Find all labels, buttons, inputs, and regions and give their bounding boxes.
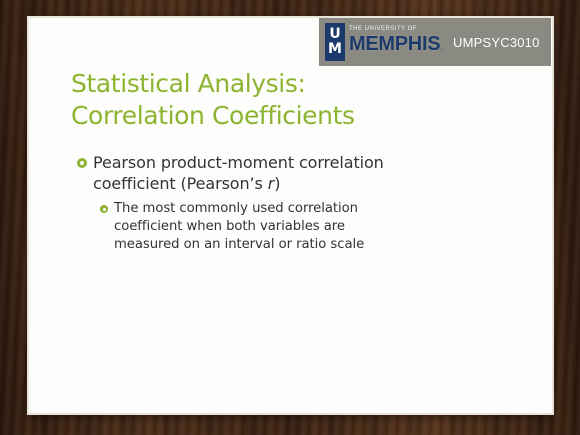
slide: U M THE UNIVERSITY OF MEMPHIS. UMPSYC301… (29, 18, 552, 413)
logo-mark-u: U (329, 26, 341, 42)
bullet-icon (77, 158, 87, 168)
logo-small-text: THE UNIVERSITY OF (349, 26, 418, 32)
slide-title: Statistical Analysis: Correlation Coeffi… (71, 68, 541, 132)
university-logo: U M THE UNIVERSITY OF MEMPHIS. (325, 21, 445, 63)
bullet-line-2: coefficient (Pearson’s r) (93, 173, 537, 194)
bullet-list: Pearson product-moment correlation coeff… (77, 152, 537, 254)
bullet-item: Pearson product-moment correlation coeff… (77, 152, 537, 194)
header-badge: U M THE UNIVERSITY OF MEMPHIS. UMPSYC301… (319, 18, 551, 66)
logo-mark-m: M (328, 41, 342, 57)
sub-bullet-line-2: coefficient when both variables are (114, 219, 345, 234)
title-line-2: Correlation Coefficients (71, 101, 355, 130)
sub-bullet-icon (100, 205, 108, 213)
bullet-line-1: Pearson product-moment correlation (93, 153, 384, 172)
logo-big-text-wrap: MEMPHIS. (349, 33, 443, 59)
sub-bullet-line-3: measured on an interval or ratio scale (114, 237, 365, 252)
bullet-line-2-prefix: coefficient (Pearson’s (93, 174, 268, 193)
um-logo-mark: U M (325, 23, 345, 61)
bullet-line-2-suffix: ) (274, 174, 281, 193)
sub-bullet-line-1: The most commonly used correlation (114, 201, 358, 216)
sub-bullet-item: The most commonly used correlation coeff… (100, 200, 537, 254)
logo-big-text: MEMPHIS (349, 33, 441, 55)
logo-dot: . (440, 42, 443, 53)
logo-wordmark: THE UNIVERSITY OF MEMPHIS. (349, 25, 443, 59)
title-line-1: Statistical Analysis: (71, 69, 306, 98)
pearson-r-symbol: r (267, 174, 275, 193)
course-code: UMPSYC3010 (453, 34, 540, 50)
